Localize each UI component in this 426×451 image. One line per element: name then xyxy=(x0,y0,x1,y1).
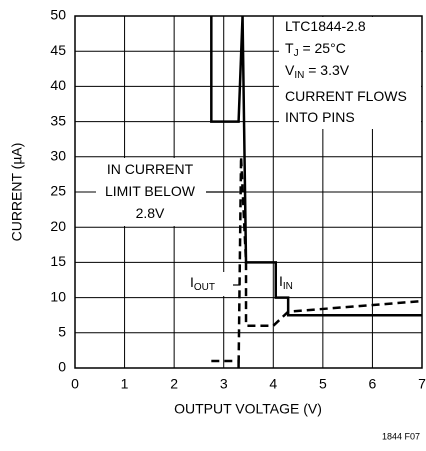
x-tick-label: 1 xyxy=(121,376,129,392)
x-tick-label: 0 xyxy=(71,376,79,392)
series-label-subscript: IN xyxy=(283,281,293,292)
series-label-subscript: OUT xyxy=(194,282,215,293)
series-label: IIN xyxy=(279,273,293,292)
annotation: INTO PINS xyxy=(285,109,355,125)
annotation-background xyxy=(96,158,206,226)
series-line xyxy=(210,15,422,317)
annotation: IN CURRENT xyxy=(107,161,194,177)
y-tick-label: 20 xyxy=(50,218,66,234)
y-tick-label: 50 xyxy=(50,7,66,23)
x-tick-label: 2 xyxy=(170,376,178,392)
annotation: 2.8V xyxy=(136,205,165,221)
footnote: 1844 F07 xyxy=(382,431,420,441)
y-tick-label: 30 xyxy=(50,148,66,164)
annotation-text: IN CURRENT xyxy=(107,161,194,177)
label-background xyxy=(277,271,303,295)
y-tick-label: 15 xyxy=(50,253,66,269)
annotation: VIN = 3.3V xyxy=(285,62,350,81)
annotation-text: CURRENT FLOWS xyxy=(285,88,407,104)
y-tick-label: 35 xyxy=(50,112,66,128)
plot-frame xyxy=(74,15,423,369)
x-tick-label: 5 xyxy=(319,376,327,392)
annotation: LTC1844-2.8 xyxy=(285,18,366,34)
annotation-text: LTC1844-2.8 xyxy=(285,18,366,34)
series-label-name: I xyxy=(190,274,194,290)
annotation-text: = 25°C xyxy=(299,40,346,56)
x-tick-label: 4 xyxy=(269,376,277,392)
y-tick-label: 10 xyxy=(50,288,66,304)
annotation-subscript: IN xyxy=(294,70,304,81)
annotation-text: INTO PINS xyxy=(285,109,355,125)
label-background xyxy=(188,272,232,296)
y-tick-label: 5 xyxy=(58,324,66,340)
x-tick-label: 3 xyxy=(220,376,228,392)
annotation-text: 2.8V xyxy=(136,205,165,221)
x-tick-label: 7 xyxy=(418,376,426,392)
annotation: LIMIT BELOW xyxy=(105,183,196,199)
annotation-text: LIMIT BELOW xyxy=(105,183,196,199)
series-line xyxy=(211,156,423,369)
y-tick-label: 25 xyxy=(50,183,66,199)
y-tick-label: 0 xyxy=(58,359,66,375)
series-label-name: I xyxy=(279,273,283,289)
y-tick-label: 45 xyxy=(50,42,66,58)
annotation: CURRENT FLOWS xyxy=(285,88,407,104)
y-axis-title: CURRENT (µA) xyxy=(9,143,25,242)
x-tick-label: 6 xyxy=(369,376,377,392)
annotation-text: T xyxy=(285,40,294,56)
annotation-background xyxy=(279,17,421,129)
y-tick-label: 40 xyxy=(50,77,66,93)
x-axis-title: OUTPUT VOLTAGE (V) xyxy=(174,401,322,417)
series-label: IOUT xyxy=(190,274,215,293)
annotation-text: V xyxy=(285,62,295,78)
annotation: TJ = 25°C xyxy=(285,40,346,59)
annotation-subscript: J xyxy=(294,48,299,59)
annotation-text: = 3.3V xyxy=(304,62,349,78)
